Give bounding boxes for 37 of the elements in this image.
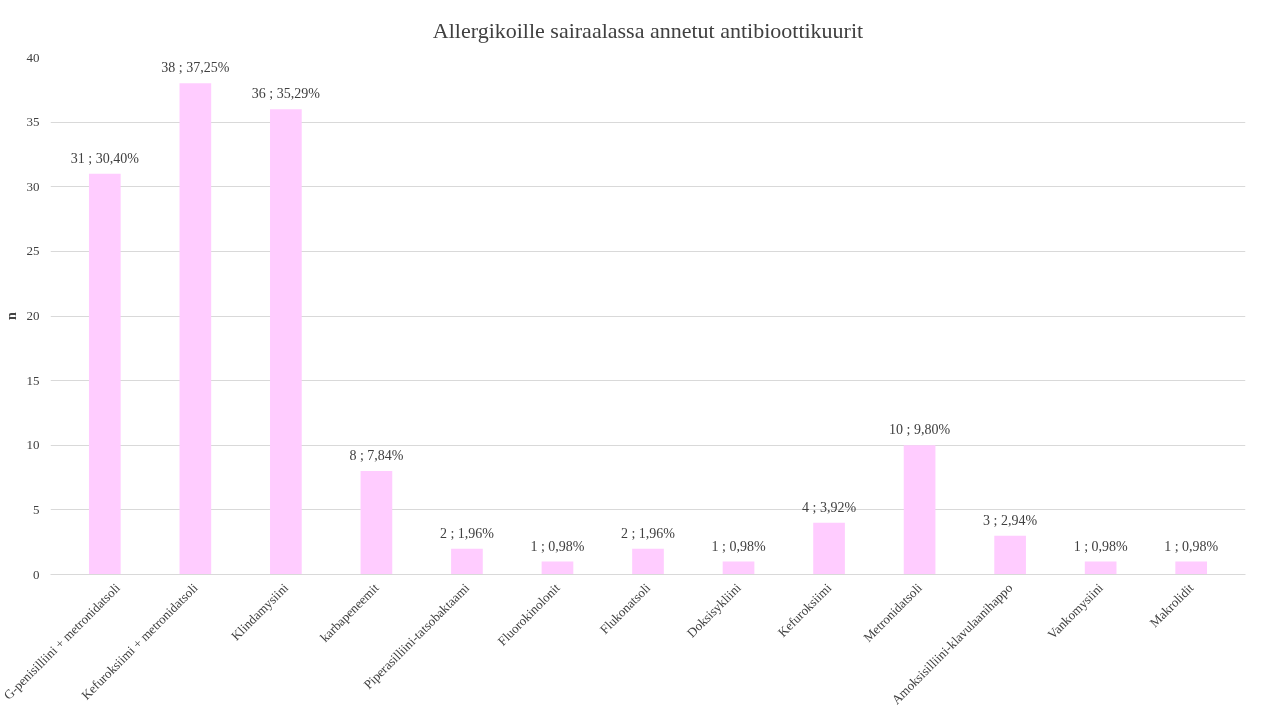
- bar: [632, 548, 664, 575]
- bar: [1175, 561, 1208, 575]
- data-label: 2 ; 1,96%: [439, 525, 495, 541]
- bar: [1084, 561, 1117, 575]
- bar: [722, 561, 755, 575]
- bar: [179, 83, 212, 575]
- y-axis-title: n: [3, 311, 19, 320]
- data-label: 31 ; 30,40%: [70, 150, 140, 166]
- bar: [451, 548, 483, 575]
- data-label: 1 ; 0,98%: [711, 538, 766, 554]
- y-tick-label: 10: [26, 437, 40, 453]
- y-tick-label: 30: [26, 178, 40, 194]
- y-tick-label: 20: [26, 308, 40, 323]
- data-label: 38 ; 37,25%: [161, 60, 230, 76]
- bar: [541, 561, 574, 575]
- chart-title: Allergikoille sairaalassa annetut antibioottikuurit: [432, 17, 864, 43]
- y-tick-label: 0: [33, 566, 40, 582]
- data-label: 36 ; 35,29%: [251, 86, 321, 102]
- bar: [813, 522, 845, 575]
- bar: [994, 535, 1026, 575]
- bar: [270, 109, 302, 575]
- data-label: 1 ; 0,98%: [1073, 538, 1129, 554]
- bar: [903, 445, 936, 575]
- bar: [360, 471, 393, 575]
- data-label: 2 ; 1,96%: [620, 525, 676, 541]
- y-tick-label: 25: [26, 243, 40, 259]
- y-tick-label: 35: [26, 114, 40, 130]
- y-tick-label: 15: [26, 372, 40, 388]
- y-tick-label: 40: [26, 49, 40, 65]
- data-label: 4 ; 3,92%: [802, 499, 857, 515]
- data-label: 10 ; 9,80%: [889, 422, 951, 438]
- data-label: 1 ; 0,98%: [530, 538, 585, 554]
- data-label: 8 ; 7,84%: [349, 448, 404, 464]
- data-label: 3 ; 2,94%: [983, 512, 1038, 528]
- y-tick-label: 5: [33, 501, 40, 517]
- bar: [88, 173, 121, 575]
- data-label: 1 ; 0,98%: [1164, 538, 1219, 554]
